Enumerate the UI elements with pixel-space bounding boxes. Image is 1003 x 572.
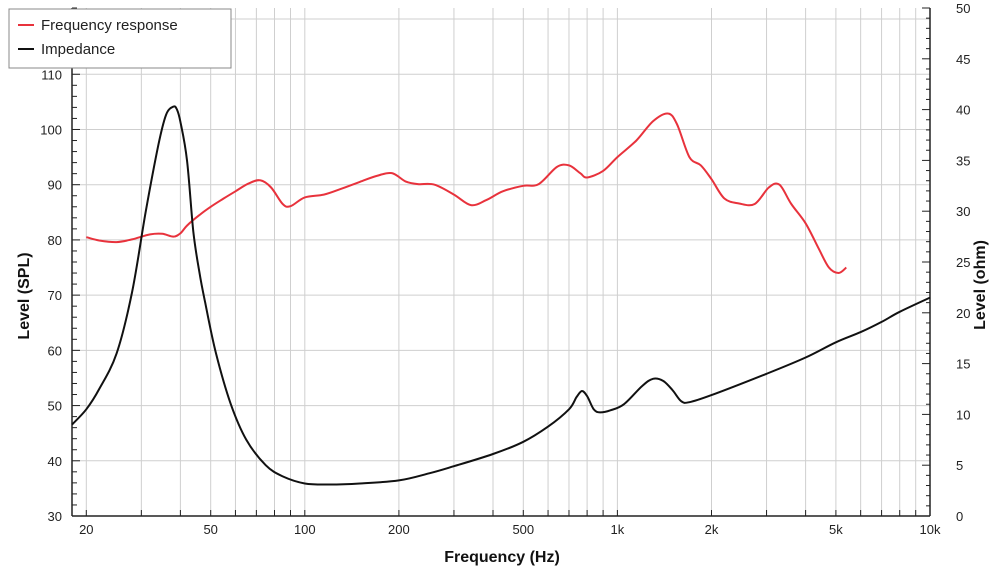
y2-tick-label: 30 [956, 204, 970, 219]
series-line-impedance [71, 105, 931, 486]
y2-tick-label: 10 [956, 407, 970, 422]
legend-label-frequency-response: Frequency response [41, 17, 178, 34]
y2-axis-title: Level (ohm) [972, 240, 989, 330]
x-axis-title: Frequency (Hz) [444, 549, 560, 566]
y-tick-label: 60 [48, 343, 62, 358]
x-tick-label: 500 [512, 522, 534, 537]
y-tick-label: 110 [41, 67, 62, 82]
y-tick-label: 80 [48, 233, 62, 248]
x-tick-label: 10k [920, 522, 941, 537]
legend-label-impedance: Impedance [41, 41, 115, 58]
chart-axes: 3040506070809010011012005101520253035404… [40, 1, 970, 537]
y-tick-label: 50 [48, 399, 62, 414]
x-tick-label: 50 [203, 522, 217, 537]
y2-tick-label: 45 [956, 52, 970, 67]
chart-grid [72, 8, 931, 517]
x-tick-label: 200 [388, 522, 410, 537]
x-tick-label: 100 [294, 522, 316, 537]
x-tick-label: 2k [705, 522, 719, 537]
chart-series [71, 105, 931, 486]
y-tick-label: 90 [48, 178, 62, 193]
y2-tick-label: 15 [956, 357, 970, 372]
y2-tick-label: 20 [956, 306, 970, 321]
legend-box [8, 8, 232, 69]
x-tick-label: 1k [611, 522, 625, 537]
y-tick-label: 70 [48, 288, 62, 303]
y2-tick-label: 50 [956, 1, 970, 16]
y-axis-title: Level (SPL) [16, 252, 33, 339]
y2-tick-label: 0 [956, 509, 963, 524]
series-line-frequency-response [86, 112, 847, 274]
x-tick-label: 5k [829, 522, 843, 537]
y2-tick-label: 40 [956, 103, 970, 118]
y-tick-label: 40 [48, 454, 62, 469]
y2-tick-label: 25 [956, 255, 970, 270]
y2-tick-label: 35 [956, 153, 970, 168]
chart-legend: Frequency response Impedance [8, 8, 232, 69]
y-tick-label: 100 [40, 122, 62, 137]
x-tick-label: 20 [79, 522, 93, 537]
y2-tick-label: 5 [956, 458, 963, 473]
y-tick-label: 30 [48, 509, 62, 524]
